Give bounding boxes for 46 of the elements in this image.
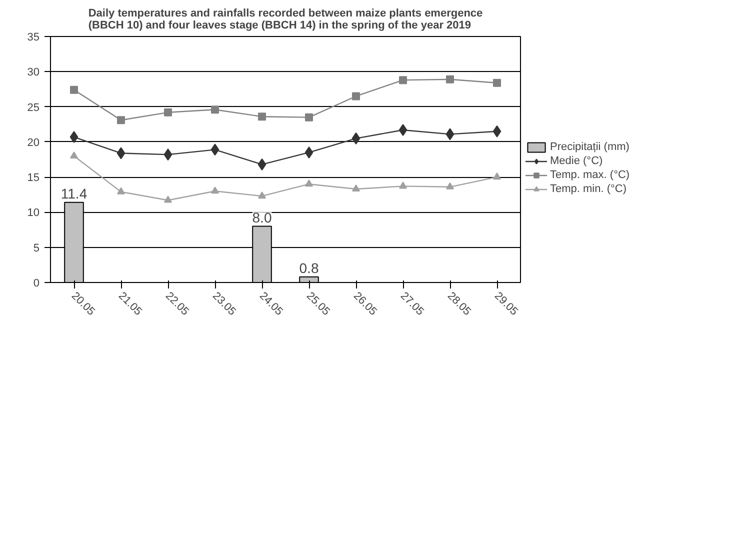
point [258, 112, 266, 121]
data-label: 8.0 [252, 209, 272, 226]
point [258, 192, 266, 199]
point [116, 147, 126, 160]
chart-title: Daily temperatures and rainfalls recorded between maize plants emergence (BBCH 10) and four leaves stage (BBCH 14) in the spring of the year 2019 [88, 8, 483, 32]
point [211, 186, 219, 194]
point [211, 106, 219, 114]
point [258, 158, 266, 170]
y-tick-label: 35 [27, 32, 40, 44]
point [492, 125, 502, 138]
point [117, 116, 125, 124]
point [304, 146, 314, 158]
point [399, 76, 407, 84]
point [70, 86, 78, 94]
point [210, 144, 220, 156]
point [305, 113, 313, 122]
point [305, 180, 313, 187]
point [399, 182, 407, 189]
point [446, 128, 454, 140]
legend-label: Temp. min. (°C) [550, 183, 627, 195]
y-tick-label: 15 [27, 172, 40, 184]
y-tick-label: 5 [33, 242, 40, 254]
legend-label: Medie (°C) [550, 155, 603, 167]
y-tick-label: 20 [27, 136, 40, 149]
point [446, 75, 454, 84]
legend-label: Temp. max. (°C) [550, 169, 630, 181]
point [352, 92, 360, 100]
point [164, 196, 172, 203]
y-tick-label: 0 [33, 278, 40, 290]
point [164, 148, 172, 161]
point [352, 184, 360, 192]
point [352, 132, 360, 144]
data-label: 11.4 [60, 185, 88, 202]
legend-label: Precipitații (mm) [550, 141, 630, 153]
point [398, 124, 408, 136]
point [70, 131, 78, 144]
point [446, 182, 454, 190]
y-tick-label: 10 [27, 207, 40, 220]
y-tick-label: 25 [27, 102, 40, 114]
y-tick-label: 30 [27, 66, 40, 79]
data-label: 0.8 [299, 260, 319, 276]
point [493, 78, 501, 87]
point [493, 172, 501, 180]
point [117, 187, 125, 194]
point [164, 108, 172, 116]
point [70, 151, 78, 159]
